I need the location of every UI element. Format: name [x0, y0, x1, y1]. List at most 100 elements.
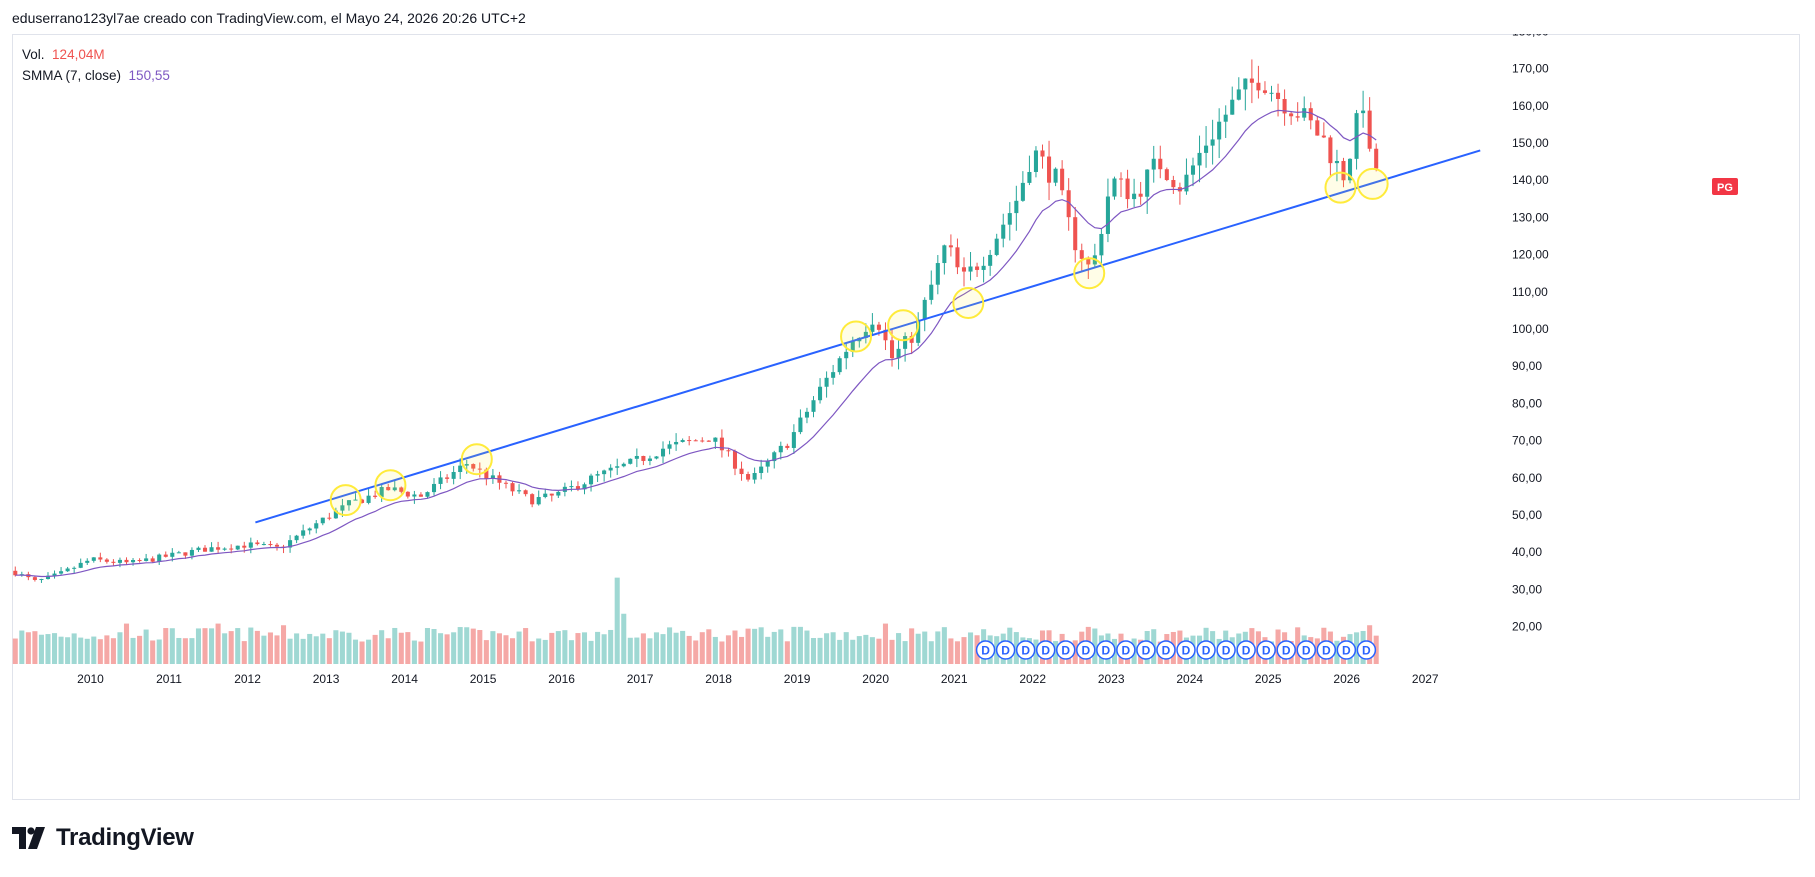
- volume-bar: [431, 629, 437, 664]
- volume-bar: [693, 640, 699, 664]
- volume-legend[interactable]: Vol. 124,04M: [22, 44, 170, 65]
- candle-body: [706, 440, 711, 442]
- candle-body: [772, 452, 777, 462]
- candle-body: [176, 552, 181, 554]
- candle: [261, 541, 266, 546]
- trendline: [255, 149, 1481, 524]
- smma-legend[interactable]: SMMA (7, close) 150,55: [22, 65, 170, 86]
- tradingview-brand[interactable]: TradingView: [12, 824, 194, 852]
- candle: [431, 478, 437, 496]
- candle-body: [242, 545, 247, 548]
- volume-bar: [876, 638, 882, 664]
- candle: [883, 322, 888, 351]
- volume-bar: [78, 637, 84, 664]
- candle-body: [1223, 114, 1228, 122]
- candle-body: [903, 336, 908, 349]
- candle-body: [111, 561, 116, 563]
- volume-bar: [392, 627, 398, 664]
- volume-bar: [490, 631, 496, 664]
- candle-body: [1138, 193, 1143, 197]
- candle-body: [922, 299, 927, 320]
- candle-body: [536, 497, 541, 505]
- candle-body: [431, 483, 437, 493]
- candle: [65, 566, 70, 572]
- candle: [1053, 167, 1058, 187]
- volume-bar: [739, 636, 745, 664]
- dividend-marker: D: [1316, 640, 1337, 660]
- candle: [674, 433, 679, 451]
- candle: [1190, 157, 1196, 187]
- volume-bar: [313, 636, 319, 664]
- candle: [602, 469, 607, 482]
- candle-body: [307, 528, 312, 531]
- candle: [608, 464, 613, 478]
- volume-bar: [444, 634, 450, 664]
- candle: [1086, 256, 1091, 279]
- dividend-marker: D: [1216, 640, 1236, 660]
- candle: [804, 407, 809, 424]
- candle: [1223, 105, 1228, 138]
- volume-bar: [470, 628, 476, 664]
- candle: [19, 571, 24, 577]
- dividend-icon: [1296, 640, 1317, 660]
- dividend-icon: [1336, 640, 1357, 660]
- volume-bar: [307, 633, 313, 664]
- candle-body: [445, 477, 450, 479]
- candle-body: [503, 482, 509, 484]
- candle-body: [1164, 169, 1169, 181]
- candle-body: [641, 455, 646, 461]
- x-tick-label: 2011: [156, 672, 182, 686]
- candle-body: [150, 558, 155, 562]
- candle: [1020, 171, 1025, 202]
- volume-bar: [843, 632, 849, 664]
- y-tick-label: 70,00: [1512, 434, 1542, 448]
- volume-bar: [660, 634, 666, 664]
- volume-bar: [84, 638, 90, 664]
- volume-bar: [634, 637, 640, 664]
- dividend-marker: D: [1015, 640, 1036, 660]
- candle: [1367, 97, 1372, 152]
- candle: [91, 557, 96, 563]
- volume-bar: [156, 639, 162, 664]
- volume-bar: [130, 637, 136, 664]
- candle: [667, 440, 672, 455]
- candle: [1256, 65, 1261, 99]
- candle-body: [660, 448, 666, 457]
- dividend-icon: [1156, 640, 1176, 660]
- candle: [98, 552, 103, 563]
- candle-body: [765, 461, 770, 467]
- candle-body: [961, 267, 967, 272]
- candle-body: [1289, 113, 1294, 117]
- volume-bar: [12, 638, 18, 664]
- x-tick-label: 2016: [548, 672, 575, 686]
- y-tick-label: 80,00: [1512, 396, 1542, 410]
- highlight-circle: [329, 484, 362, 517]
- candle-body: [791, 432, 796, 448]
- volume-bar: [457, 627, 463, 664]
- dividend-icon: [1035, 640, 1056, 660]
- candle: [660, 441, 666, 464]
- candle: [1125, 169, 1130, 209]
- highlight-circle: [887, 309, 920, 342]
- candle-body: [968, 266, 973, 272]
- dividend-label: D: [1362, 644, 1371, 658]
- candle-body: [412, 494, 417, 497]
- candle-body: [1315, 120, 1320, 136]
- candle: [831, 364, 836, 385]
- dividend-icon: [1276, 640, 1296, 660]
- candle-body: [1125, 178, 1130, 200]
- x-tick-label: 2024: [1176, 672, 1203, 686]
- dividend-icon: [1236, 640, 1256, 660]
- candle: [896, 339, 901, 370]
- volume-bar: [52, 633, 58, 664]
- candle-body: [1334, 160, 1339, 164]
- candle: [438, 471, 443, 490]
- candle-body: [1047, 156, 1052, 183]
- volume-bar: [19, 630, 25, 664]
- candle-body: [1269, 92, 1274, 94]
- volume-bar: [810, 638, 817, 664]
- candle: [1145, 169, 1150, 214]
- volume-bar: [215, 623, 221, 664]
- candle-body: [464, 464, 469, 466]
